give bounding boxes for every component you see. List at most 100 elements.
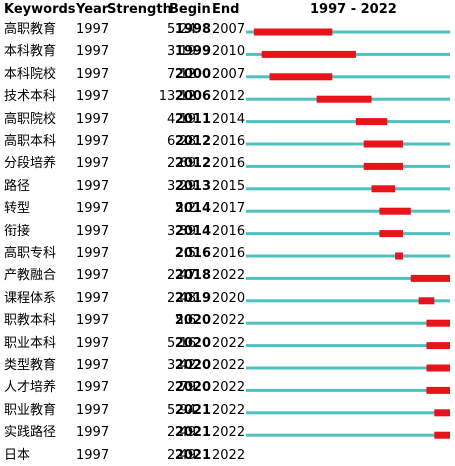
burst-bar [426,342,450,350]
burst-bar [395,252,403,260]
row-begin-year: 2020 [174,335,211,351]
timeline-baseline [246,120,450,124]
row-begin-year: 2020 [174,380,211,396]
row-end-year: 2022 [212,268,246,284]
timeline-baseline [246,164,450,168]
row-keyword: 职业教育 [4,402,57,418]
timeline-baseline [246,299,450,303]
row-strength: 5.6 [175,313,196,329]
timeline-baseline [246,388,450,392]
row-keyword: 职业本科 [4,335,57,351]
row-end-year: 2014 [212,111,246,127]
row-year: 1997 [76,268,110,284]
header-end: End [212,2,240,17]
row-year: 1997 [76,89,110,105]
row-strength: 3.29 [167,178,196,194]
row-keyword: 本科教育 [4,44,57,60]
row-begin-year: 1999 [174,44,211,60]
burst-bar [316,95,372,103]
burst-bar [434,409,450,417]
row-strength: 2.5 [175,246,196,261]
row-end-year: 2022 [212,425,246,441]
row-end-year: 2012 [212,89,246,105]
row-strength: 2.47 [167,268,196,284]
burst-timeline [246,28,450,439]
row-begin-year: 2012 [174,156,211,172]
row-end-year: 2017 [212,201,246,217]
burst-bar [379,207,411,215]
row-end-year: 2016 [212,246,246,261]
row-strength: 3.42 [167,358,196,373]
timeline-baseline [246,433,450,437]
row-end-year: 2016 [212,156,246,172]
row-keyword: 衔接 [4,223,31,239]
header-timeline-range: 1997 - 2022 [310,2,397,17]
row-year: 1997 [76,66,110,82]
row-year: 1997 [76,313,110,329]
row-strength: 5.16 [167,335,196,351]
burst-bar [363,162,403,170]
burst-bar [379,230,403,238]
row-end-year: 2022 [212,358,246,373]
row-year: 1997 [76,358,110,373]
row-keyword: 日本 [4,447,31,463]
timeline-baseline [246,276,450,280]
row-keyword: 实践路径 [4,425,57,441]
row-begin-year: 2018 [174,268,211,284]
row-end-year: 2015 [212,178,246,194]
row-keyword: 分段培养 [4,156,57,172]
row-strength: 6.28 [167,134,196,149]
row-strength: 2.69 [167,156,196,172]
row-begin-year: 2019 [174,290,211,306]
burst-bar [269,73,333,81]
row-year: 1997 [76,246,110,261]
row-begin-year: 2020 [174,313,211,329]
row-keyword: 高职专科 [4,246,57,261]
row-year: 1997 [76,134,110,149]
timeline-baseline [246,344,450,348]
row-strength: 13.12 [158,89,196,105]
burst-bar [363,140,403,148]
row-keyword: 产教融合 [4,268,57,284]
row-strength: 3.19 [167,44,196,60]
burst-bar [371,185,396,193]
header-begin: Begin [169,2,211,17]
row-begin-year: 2000 [174,66,211,82]
burst-bar [418,297,435,305]
row-keyword: 课程体系 [4,290,57,306]
row-strength: 7.12 [167,66,196,82]
header-strength: Strength [107,2,172,17]
row-begin-year: 2014 [174,201,211,217]
row-year: 1997 [76,447,110,463]
row-begin-year: 2012 [174,134,211,149]
timeline-baseline [246,254,450,258]
burst-bar [434,431,450,439]
row-strength: 5.2 [175,201,196,217]
timeline-baseline [246,209,450,213]
burst-bar [355,118,388,126]
row-strength: 2.79 [167,380,196,396]
row-year: 1997 [76,223,110,239]
row-end-year: 2022 [212,313,246,329]
row-keyword: 类型教育 [4,358,57,373]
row-strength: 5.24 [167,22,196,37]
row-keyword: 高职本科 [4,134,57,149]
row-end-year: 2020 [212,290,246,306]
timeline-baseline [246,30,450,34]
timeline-baseline [246,232,450,236]
burst-bar [261,50,356,58]
row-keyword: 本科院校 [4,66,57,82]
row-begin-year: 2011 [174,111,211,127]
timeline-baseline [246,411,450,415]
row-year: 1997 [76,201,110,217]
row-begin-year: 1998 [174,22,211,37]
timeline-baseline [246,321,450,325]
row-keyword: 人才培养 [4,380,57,396]
row-begin-year: 2013 [174,178,211,194]
burst-bar [426,364,450,372]
row-end-year: 2007 [212,22,246,37]
burst-table: Keywords Year Strength Begin End 1997 - … [4,2,450,463]
header-year: Year [76,2,109,17]
row-keyword: 高职教育 [4,22,57,37]
row-year: 1997 [76,178,110,194]
